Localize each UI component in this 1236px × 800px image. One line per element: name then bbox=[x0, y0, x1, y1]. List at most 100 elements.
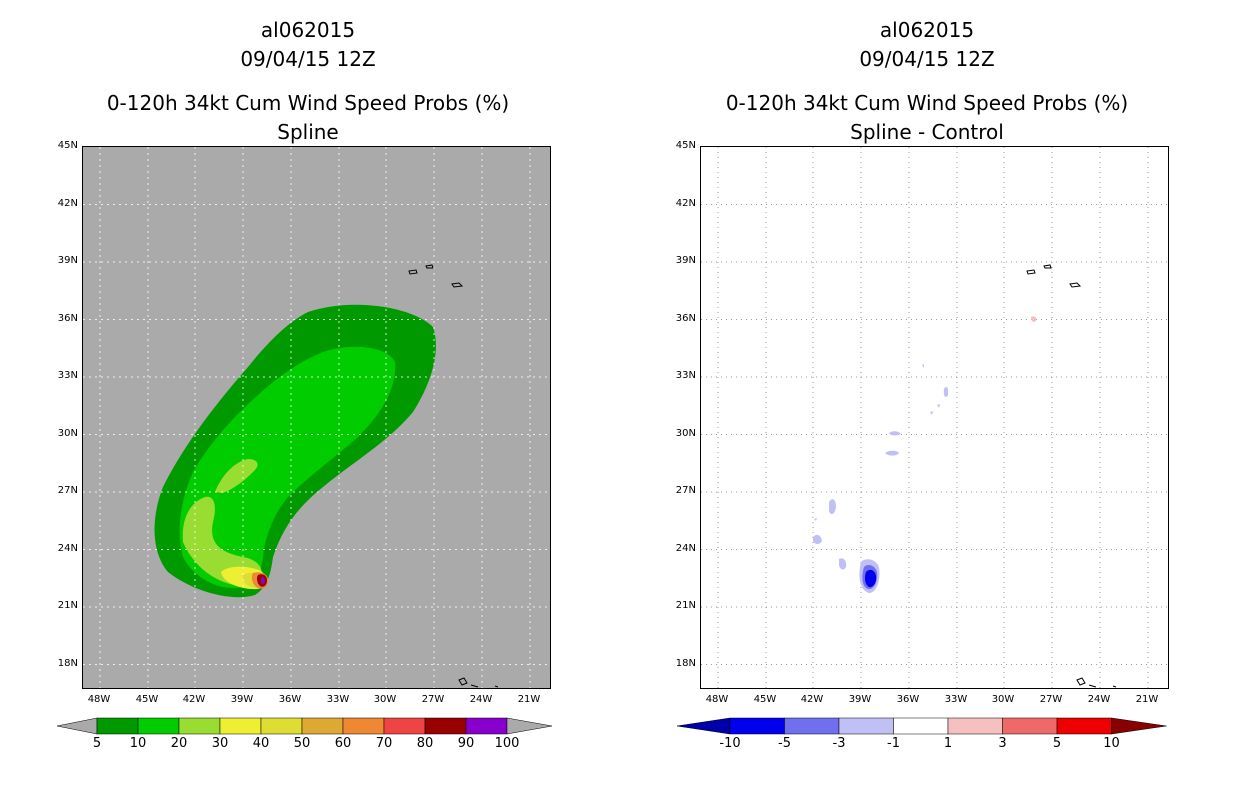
right-gridlines bbox=[701, 147, 1168, 688]
right-colorbar-label: 1 bbox=[943, 736, 953, 751]
left-x-tick-label: 30W bbox=[373, 694, 397, 705]
right-colorbar-box bbox=[729, 717, 785, 735]
left-colorbar-label: 30 bbox=[211, 736, 229, 751]
right-colorbar-low-arrow bbox=[676, 717, 731, 735]
right-colorbar-label: -10 bbox=[719, 736, 741, 751]
left-map-svg bbox=[83, 147, 550, 688]
left-colorbar-box bbox=[383, 717, 426, 735]
left-colorbar-box bbox=[137, 717, 180, 735]
left-y-tick-label: 36N bbox=[57, 312, 78, 324]
right-x-tick-label: 30W bbox=[991, 694, 1015, 705]
right-y-tick-label: 39N bbox=[675, 255, 696, 266]
left-x-tick-label: 21W bbox=[517, 694, 541, 705]
left-map-plot bbox=[82, 146, 551, 689]
left-colorbar-label: 80 bbox=[416, 736, 434, 751]
right-y-tick-label: 33N bbox=[675, 370, 696, 381]
right-colorbar-label: 3 bbox=[998, 736, 1007, 751]
right-y-tick-label: 24N bbox=[675, 542, 696, 554]
right-colorbar-box bbox=[947, 717, 1003, 735]
left-colorbar-label: 10 bbox=[129, 736, 147, 751]
left-y-tick-label: 33N bbox=[57, 370, 78, 381]
right-x-tick-label: 39W bbox=[848, 694, 872, 705]
right-x-tick-label: 42W bbox=[800, 694, 824, 705]
right-y-tick-label: 21N bbox=[675, 600, 696, 611]
left-date: 09/04/15 12Z bbox=[240, 47, 376, 71]
right-y-tick-label: 36N bbox=[675, 312, 696, 324]
left-colorbar-label: 70 bbox=[375, 736, 393, 751]
right-colorbar bbox=[676, 717, 1167, 735]
left-colorbar-label: 90 bbox=[457, 736, 475, 751]
left-colorbar-label: 20 bbox=[170, 736, 188, 751]
right-colorbar-label: -1 bbox=[887, 736, 900, 751]
left-x-tick-label: 48W bbox=[87, 694, 111, 705]
left-colorbar-high-arrow bbox=[506, 717, 553, 735]
right-negative-blobs bbox=[813, 364, 949, 593]
left-x-tick-label: 36W bbox=[278, 694, 302, 705]
right-x-tick-label: 36W bbox=[896, 694, 920, 705]
left-gridlines bbox=[83, 147, 550, 688]
left-colorbar-label: 5 bbox=[92, 736, 102, 751]
left-colorbar-box bbox=[219, 717, 262, 735]
left-x-tick-label: 39W bbox=[230, 694, 254, 705]
left-chart-title: 0-120h 34kt Cum Wind Speed Probs (%) bbox=[106, 91, 510, 115]
left-chart-subtitle: Spline bbox=[277, 120, 339, 144]
right-island-outlines bbox=[1026, 264, 1117, 688]
left-y-tick-label: 30N bbox=[57, 427, 78, 439]
left-contour-20b bbox=[215, 459, 258, 493]
right-y-tick-label: 30N bbox=[675, 427, 696, 439]
right-x-tick-label: 48W bbox=[705, 694, 729, 705]
left-colorbar-label: 100 bbox=[494, 736, 520, 751]
left-x-tick-label: 33W bbox=[326, 694, 350, 705]
right-x-tick-label: 27W bbox=[1039, 694, 1063, 705]
right-y-tick-label: 42N bbox=[675, 197, 696, 209]
left-storm-id: al062015 bbox=[260, 18, 356, 42]
right-positive-blob bbox=[1031, 316, 1037, 322]
right-colorbar-box bbox=[838, 717, 894, 735]
right-y-tick-label: 18N bbox=[675, 657, 696, 669]
left-colorbar-box bbox=[178, 717, 221, 735]
right-storm-id: al062015 bbox=[879, 18, 975, 42]
right-chart-title: 0-120h 34kt Cum Wind Speed Probs (%) bbox=[725, 91, 1129, 115]
left-colorbar bbox=[56, 717, 553, 735]
right-colorbar-label: -3 bbox=[832, 736, 846, 751]
right-colorbar-label: 5 bbox=[1052, 736, 1062, 751]
left-y-tick-label: 18N bbox=[57, 657, 78, 669]
left-colorbar-box bbox=[465, 717, 508, 735]
left-colorbar-box bbox=[342, 717, 385, 735]
left-colorbar-label: 50 bbox=[293, 736, 311, 751]
right-y-tick-label: 45N bbox=[675, 140, 696, 151]
right-y-tick-label: 27N bbox=[675, 485, 696, 496]
left-colorbar-box bbox=[424, 717, 467, 735]
right-colorbar-label: -5 bbox=[778, 736, 791, 751]
left-colorbar-box bbox=[96, 717, 139, 735]
right-colorbar-box bbox=[1002, 717, 1058, 735]
left-y-tick-label: 42N bbox=[57, 197, 78, 209]
right-x-tick-label: 21W bbox=[1135, 694, 1159, 705]
right-x-tick-label: 33W bbox=[944, 694, 968, 705]
right-map-plot bbox=[700, 146, 1169, 689]
right-map-svg bbox=[701, 147, 1168, 688]
right-colorbar-box bbox=[893, 717, 949, 735]
left-y-tick-label: 21N bbox=[57, 600, 78, 611]
right-colorbar-label: 10 bbox=[1103, 736, 1120, 751]
left-y-tick-label: 27N bbox=[57, 485, 78, 496]
left-colorbar-label: 40 bbox=[252, 736, 270, 751]
left-colorbar-low-arrow bbox=[56, 717, 98, 735]
left-y-tick-label: 24N bbox=[57, 542, 78, 554]
right-colorbar-high-arrow bbox=[1111, 717, 1167, 735]
left-x-tick-label: 45W bbox=[135, 694, 159, 705]
left-y-tick-label: 39N bbox=[57, 255, 78, 266]
left-contour-10 bbox=[179, 346, 396, 588]
left-x-tick-label: 24W bbox=[469, 694, 493, 705]
left-colorbar-label: 60 bbox=[334, 736, 352, 751]
left-contour-90 bbox=[261, 577, 265, 585]
left-x-tick-label: 27W bbox=[421, 694, 445, 705]
left-contour-20 bbox=[182, 496, 262, 587]
left-colorbar-box bbox=[301, 717, 344, 735]
left-colorbar-box bbox=[260, 717, 303, 735]
left-island-outlines bbox=[408, 264, 499, 688]
right-colorbar-box bbox=[1056, 717, 1112, 735]
right-date: 09/04/15 12Z bbox=[859, 47, 995, 71]
left-y-tick-label: 45N bbox=[57, 140, 78, 151]
right-colorbar-box bbox=[784, 717, 840, 735]
